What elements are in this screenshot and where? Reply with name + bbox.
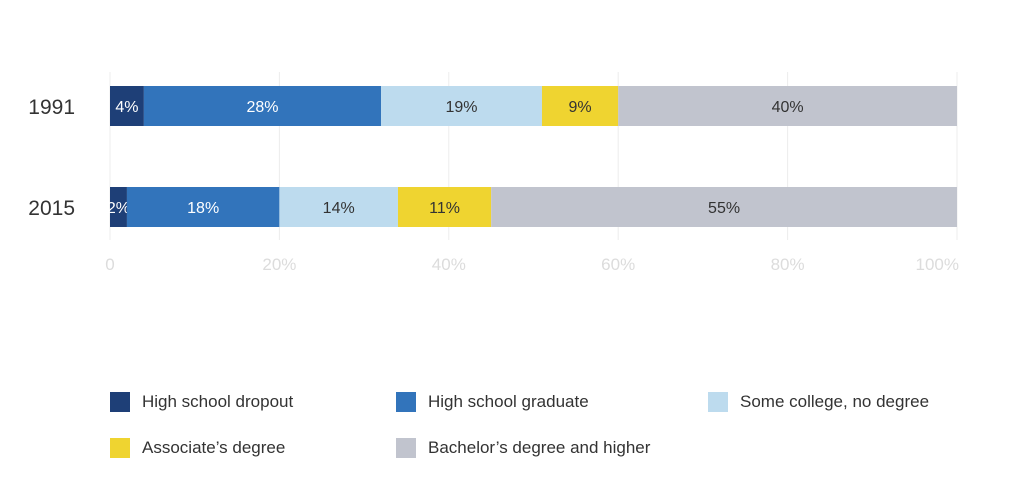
bar-segment bbox=[110, 187, 127, 227]
x-tick-label: 60% bbox=[601, 255, 635, 274]
legend-item-graduate: High school graduate bbox=[396, 392, 589, 412]
legend-label: High school dropout bbox=[142, 392, 294, 411]
data-label: 14% bbox=[323, 200, 355, 217]
data-label: 9% bbox=[569, 99, 592, 116]
bar-segment bbox=[618, 86, 957, 126]
legend-swatch bbox=[708, 392, 728, 412]
bar-segment bbox=[397, 187, 492, 227]
legend-item-some-college: Some college, no degree bbox=[708, 392, 929, 412]
x-tick-label: 80% bbox=[771, 255, 805, 274]
data-label: 18% bbox=[187, 200, 219, 217]
legend-label: Bachelor’s degree and higher bbox=[428, 438, 651, 457]
bar-segment bbox=[381, 86, 542, 126]
bar-segment bbox=[491, 187, 957, 227]
stacked-bar-chart: 4% 28% 19% 9% 40% 1991 2% 18% 14% 11% 55% 2015 0 20% 4… bbox=[28, 72, 959, 274]
legend-label: Some college, no degree bbox=[740, 392, 930, 411]
x-tick-label: 40% bbox=[432, 255, 466, 274]
data-label: 2% bbox=[107, 200, 130, 217]
legend-swatch bbox=[110, 438, 130, 458]
legend-swatch bbox=[110, 392, 130, 412]
legend-swatch bbox=[396, 438, 416, 458]
bar-segment bbox=[110, 86, 144, 126]
bar-segment bbox=[143, 86, 382, 126]
x-tick-label: 100% bbox=[916, 255, 959, 274]
data-label: 28% bbox=[246, 99, 278, 116]
data-label: 4% bbox=[115, 99, 138, 116]
legend-item-dropout: High school dropout bbox=[110, 392, 293, 412]
legend-label: High school graduate bbox=[428, 392, 589, 411]
data-label: 55% bbox=[708, 200, 740, 217]
category-label: 1991 bbox=[28, 96, 75, 119]
bar-segment bbox=[126, 187, 280, 227]
legend-label: Associate’s degree bbox=[142, 438, 286, 457]
data-label: 40% bbox=[772, 99, 804, 116]
legend-swatch bbox=[396, 392, 416, 412]
legend-item-bachelors: Bachelor’s degree and higher bbox=[396, 438, 650, 458]
x-tick-label: 20% bbox=[262, 255, 296, 274]
data-label: 19% bbox=[445, 99, 477, 116]
legend-item-associates: Associate’s degree bbox=[110, 438, 285, 458]
data-label: 11% bbox=[429, 200, 460, 217]
bar-segment bbox=[279, 187, 398, 227]
bar-segment bbox=[541, 86, 619, 126]
x-tick-label: 0 bbox=[105, 255, 114, 274]
category-label: 2015 bbox=[28, 197, 75, 220]
